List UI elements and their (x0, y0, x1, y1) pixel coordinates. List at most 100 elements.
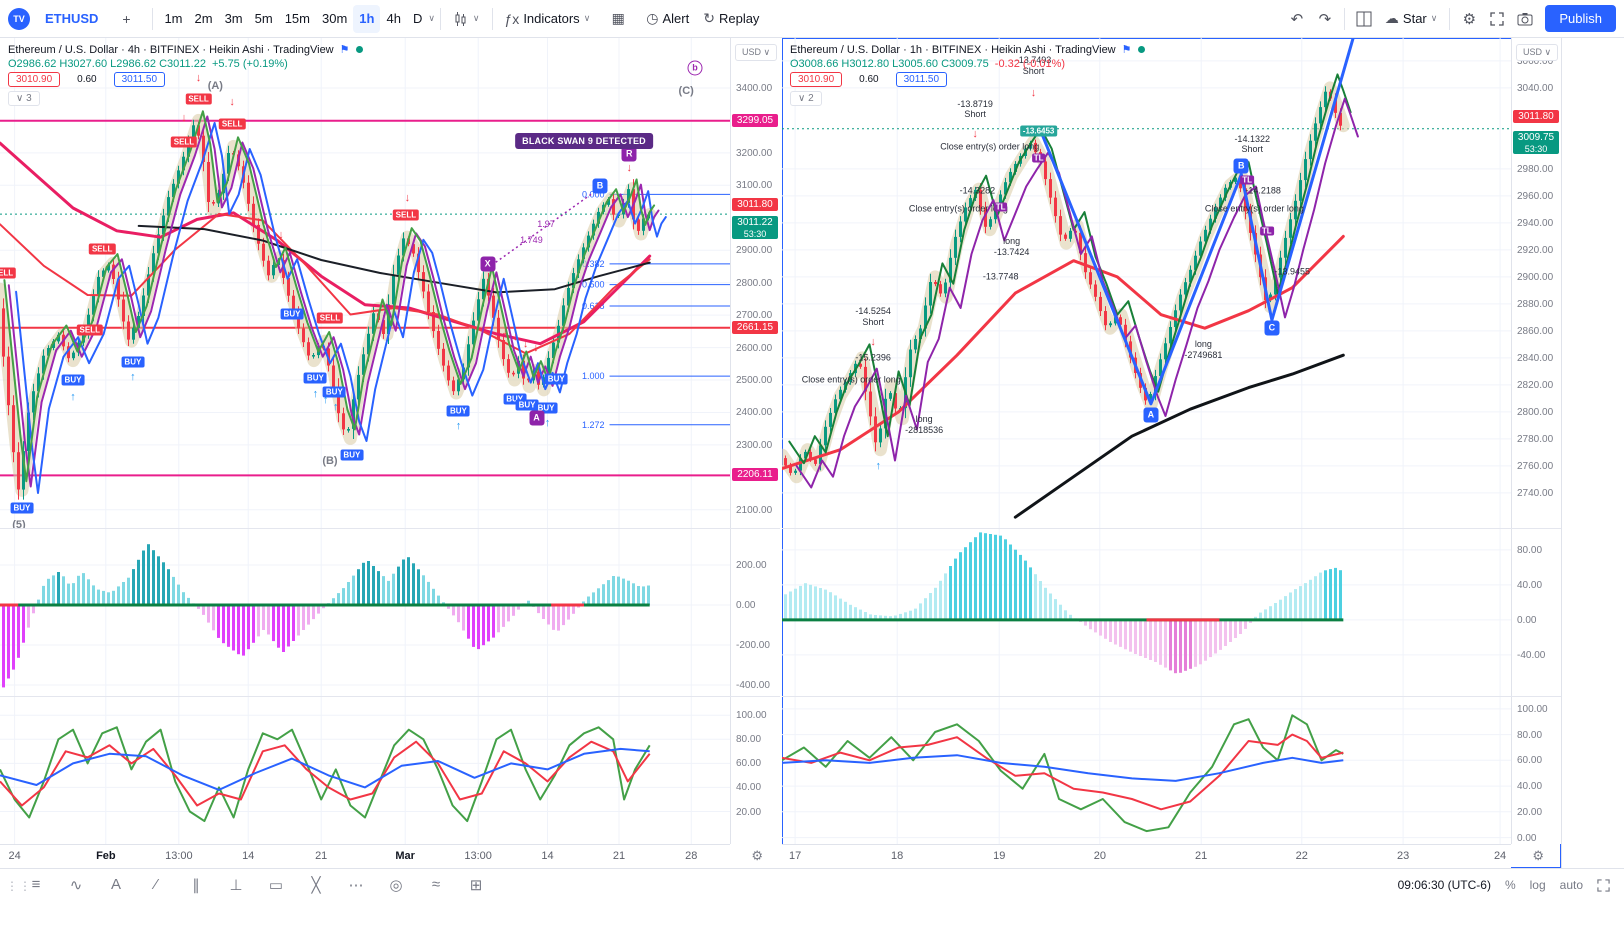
pbadge-marker[interactable]: A (529, 410, 545, 426)
interval-button-1m[interactable]: 1m (164, 11, 183, 26)
chart-right[interactable]: -13.7493 Short ↓ -13.8719 Short ↓ Close entr… (782, 38, 1562, 869)
publish-button[interactable]: Publish (1545, 5, 1616, 32)
chevron-down-icon[interactable]: ∨ (428, 13, 435, 23)
sell-marker[interactable]: SELL (185, 93, 212, 105)
currency-chip[interactable]: USD ∨ (1516, 44, 1558, 61)
flag-icon[interactable]: ⚑ (1121, 44, 1132, 56)
waveb-marker[interactable]: b (687, 60, 703, 76)
chart-right-price-axis[interactable]: 3060.00 3040.00 2980.00 2960.00 2940.00 2920.… (1511, 38, 1562, 844)
cross-tool[interactable]: ╳ (311, 877, 321, 894)
right-hist-pane[interactable] (782, 528, 1511, 696)
fullscreen-button[interactable] (1483, 5, 1511, 33)
pane-separator[interactable] (0, 528, 780, 529)
buy-marker[interactable]: BUY (303, 372, 327, 384)
object-tree[interactable]: ≡ (31, 876, 41, 893)
bbadge-marker[interactable]: B (1233, 158, 1249, 174)
right-main-pane[interactable] (782, 38, 1511, 528)
replay-button[interactable]: ↻ Replay (703, 10, 760, 26)
layout-select-button[interactable] (1350, 5, 1378, 33)
buy-marker[interactable]: BUY (544, 373, 568, 385)
settings-gear-button[interactable]: ⚙ (1462, 10, 1477, 28)
interval-button-15m[interactable]: 15m (284, 11, 310, 26)
log-scale-button[interactable]: log (1529, 878, 1546, 892)
buy-marker[interactable]: BUY (515, 399, 539, 411)
tl-marker[interactable]: TL (1240, 175, 1254, 185)
drag-handle[interactable]: ⋮⋮ (6, 879, 32, 893)
right-osc-pane[interactable] (782, 696, 1511, 844)
interval-button-1h[interactable]: 1h (353, 4, 381, 33)
left-osc-pane[interactable] (0, 696, 730, 844)
buy-marker[interactable]: BUY (340, 449, 364, 461)
snapshot-camera-button[interactable] (1511, 5, 1539, 33)
sell-marker[interactable]: SELL (76, 324, 104, 336)
interval-button-D[interactable]: D (412, 11, 423, 26)
undo-button[interactable]: ↶ (1290, 10, 1304, 28)
buy-marker[interactable]: BUY (503, 393, 527, 405)
grid-tool[interactable]: ⊞ (469, 877, 483, 894)
pane-separator[interactable] (0, 696, 780, 697)
chart-left[interactable]: 0.000 0.382 0.500 0.618 1.000 1.272 SELL SELL SE… (0, 38, 781, 869)
chart-right-time-axis[interactable]: 17 18 19 20 21 22 23 24 (782, 844, 1511, 869)
left-main-pane[interactable]: 0.000 0.382 0.500 0.618 1.000 1.272 (0, 38, 730, 528)
buy-marker[interactable]: BUY (61, 374, 85, 386)
zigzag-tool[interactable]: ∿ (69, 877, 83, 894)
wave-tool[interactable]: ≈ (431, 876, 441, 893)
buy-marker[interactable]: BUY (322, 386, 346, 398)
sell-marker[interactable]: SELL (170, 136, 198, 148)
currency-chip[interactable]: USD ∨ (735, 44, 777, 61)
chart-style-button[interactable]: ∨ (446, 5, 487, 33)
percent-scale-button[interactable]: % (1504, 878, 1516, 892)
object-tree-collapse-button[interactable]: ∨ 2 (790, 91, 822, 106)
target-tool[interactable]: ◎ (389, 877, 403, 894)
chart-left-price-axis[interactable]: 3400.00 3200.00 3100.00 2900.00 2800.00 2700.… (730, 38, 781, 844)
tl-marker[interactable]: TL (993, 202, 1008, 212)
bid-badge[interactable]: 3010.90 (790, 72, 843, 87)
chart-left-plot[interactable]: 0.000 0.382 0.500 0.618 1.000 1.272 SELL SELL SE… (0, 38, 730, 844)
indicators-button[interactable]: ƒx Indicators ∨ (504, 10, 591, 27)
price-badge[interactable]: 2661.15 (732, 320, 778, 334)
fraction-tool[interactable]: ⁄ (154, 876, 158, 893)
interval-button-3m[interactable]: 3m (224, 11, 243, 26)
alert-button[interactable]: ◷ Alert (646, 10, 690, 26)
object-tree-collapse-button[interactable]: ∨ 3 (8, 91, 40, 106)
price-badge[interactable]: 3009.75 53:30 (1513, 130, 1559, 154)
chart-left-time-axis[interactable]: 24 Feb 13:00 14 21 Mar 13:00 14 21 28 (0, 844, 730, 869)
clock-label[interactable]: 09:06:30 (UTC-6) (1397, 878, 1491, 892)
compare-add-symbol-button[interactable]: + (105, 5, 147, 33)
parallel-channel-tool[interactable]: ∥ (192, 877, 200, 894)
buy-marker[interactable]: BUY (534, 402, 558, 414)
chart-title[interactable]: Ethereum / U.S. Dollar · 4h · BITFINEX ·… (8, 43, 334, 56)
ask-badge[interactable]: 3011.50 (895, 72, 948, 87)
sell-marker[interactable]: SELL (316, 312, 344, 324)
indicator-templates-button[interactable]: ▦ (597, 5, 639, 33)
chipteal-marker[interactable]: -13.6453 (1019, 125, 1058, 137)
bbadge-marker[interactable]: A (1143, 407, 1159, 423)
buy-marker[interactable]: BUY (280, 308, 304, 319)
tradingview-logo[interactable]: TV (8, 7, 30, 30)
flag-icon[interactable]: ⚑ (339, 44, 350, 56)
bbadge-marker[interactable]: C (1264, 320, 1280, 336)
chart-right-plot[interactable]: -13.7493 Short ↓ -13.8719 Short ↓ Close entr… (782, 38, 1511, 844)
axis-settings-gear[interactable]: ⚙ (1532, 848, 1544, 863)
ask-badge[interactable]: 3011.50 (113, 72, 166, 87)
save-layout-button[interactable]: ☁ Star ∨ (1384, 10, 1438, 26)
text-tool[interactable]: A (110, 876, 121, 893)
bid-badge[interactable]: 3010.90 (8, 72, 61, 87)
pbadge-marker[interactable]: R (621, 146, 637, 162)
perpendicular-tool[interactable]: ⊥ (229, 877, 243, 894)
pane-separator[interactable] (782, 528, 1561, 529)
buy-marker[interactable]: BUY (10, 502, 34, 514)
bbadge-marker[interactable]: B (592, 178, 608, 194)
rectangle-tool[interactable]: ▭ (268, 877, 284, 894)
price-badge[interactable]: 2206.11 (732, 468, 778, 482)
redo-button[interactable]: ↷ (1318, 10, 1332, 28)
buy-marker[interactable]: BUY (446, 405, 470, 417)
sell-marker[interactable]: SELL (392, 209, 420, 221)
interval-button-5m[interactable]: 5m (254, 11, 273, 26)
tl-marker[interactable]: TL (1031, 153, 1046, 163)
sell-marker[interactable]: SELL (218, 118, 246, 130)
axis-settings-gear[interactable]: ⚙ (751, 848, 763, 863)
interval-button-2m[interactable]: 2m (194, 11, 213, 26)
chart-title[interactable]: Ethereum / U.S. Dollar · 1h · BITFINEX ·… (790, 43, 1116, 56)
left-hist-pane[interactable] (0, 528, 730, 696)
